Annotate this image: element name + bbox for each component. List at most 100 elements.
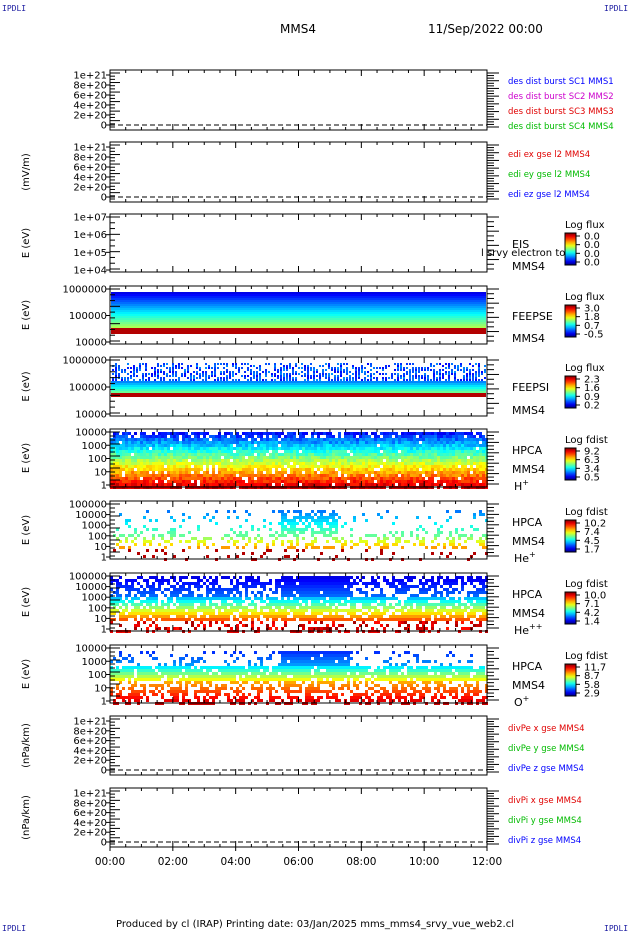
y-tick-label: 100 (88, 603, 107, 614)
spacecraft-label: MMS4 (512, 332, 545, 345)
right-tick-marks (487, 503, 499, 557)
legend-entry: divPi y gse MMS4 (508, 816, 582, 826)
colorbar-tick-label: 1.7 (584, 545, 600, 556)
y-tick-label: 10000 (75, 428, 107, 439)
colorbar-tick-label: 6.3 (584, 455, 600, 466)
colorbar-tick-label: 0.0 (584, 232, 600, 243)
spacecraft-label: MMS4 (512, 535, 545, 548)
legend-entry: des dist burst SC3 MMS3 (508, 107, 614, 117)
y-tick-label: 100000 (69, 500, 107, 511)
y-tick-label: 1000000 (62, 356, 107, 367)
colorbar-tick-label: 5.8 (584, 680, 600, 691)
spectrogram-hpca (113, 510, 488, 561)
colorbar-title: Log fdist (565, 579, 608, 590)
y-tick-label: 100 (88, 670, 107, 681)
colorbar (564, 591, 577, 625)
right-tick-marks (487, 647, 499, 701)
colorbar-tick-label: 1.8 (584, 312, 600, 323)
corner-mark-top-right: IPDLI (604, 4, 629, 13)
colorbar-tick-label: 11.7 (584, 663, 606, 674)
corner-mark-top-left: IPDLI (2, 4, 27, 13)
y-tick-label: 8e+20 (73, 81, 107, 92)
spectrogram-hpca (110, 432, 488, 489)
legend-entry: divPe x gse MMS4 (508, 724, 585, 734)
spacecraft-label: MMS4 (512, 607, 545, 620)
y-tick-label: 1e+21 (73, 143, 107, 154)
species-label: He+ (514, 550, 536, 565)
y-tick-label: 0 (101, 838, 107, 849)
right-tick-marks (487, 72, 499, 128)
y-tick-label: 10 (94, 614, 107, 625)
corner-mark-bottom-right: IPDLI (604, 924, 629, 933)
y-tick-label: 6e+20 (73, 91, 107, 102)
x-minor-ticks (125, 788, 472, 847)
y-tick-label: 1e+05 (73, 248, 107, 259)
colorbar-title: Log fdist (565, 435, 608, 446)
panel-frame (109, 69, 488, 131)
x-tick-label: 08:00 (346, 856, 376, 868)
legend-entry: divPe y gse MMS4 (508, 744, 585, 754)
y-tick-label: 2e+20 (73, 756, 107, 767)
instrument-label: HPCA (512, 516, 543, 529)
colorbar-tick-label: 0.7 (584, 321, 600, 332)
y-tick-label: 8e+20 (73, 798, 107, 809)
x-minor-ticks (125, 357, 472, 416)
instrument-label: FEEPSE (512, 310, 553, 323)
x-minor-ticks (125, 214, 472, 272)
y-tick-label: 1 (101, 697, 107, 708)
colorbar-tick-label: 7.1 (584, 599, 600, 610)
panel-frame (109, 715, 488, 776)
colorbar (564, 519, 577, 553)
y-tick-label: 1 (101, 553, 107, 564)
colorbar-tick-label: 8.7 (584, 671, 600, 682)
spacecraft-label: MMS4 (512, 463, 545, 476)
x-minor-ticks (125, 716, 472, 775)
y-tick-label: 10 (94, 683, 107, 694)
colorbar-tick-label: 9.2 (584, 447, 600, 458)
x-tick-label: 12:00 (472, 856, 502, 868)
x-minor-ticks (125, 645, 472, 703)
corner-mark-bottom-left: IPDLI (2, 924, 27, 933)
colorbar-tick-label: 1.4 (584, 617, 600, 628)
colorbar-tick-label: 4.5 (584, 536, 600, 547)
colorbar-tick-label: 3.4 (584, 464, 600, 475)
x-minor-ticks (125, 286, 472, 344)
y-tick-label: 0 (101, 121, 107, 132)
left-tick-marks (110, 503, 120, 557)
y-tick-label: 6e+20 (73, 163, 107, 174)
footer-credit: Produced by cl (IRAP) Printing date: 03/… (115, 919, 515, 930)
spectrogram-feepsi (111, 363, 486, 397)
spectrogram-hpca (110, 576, 488, 633)
y-tick-label: 1e+06 (73, 230, 107, 241)
left-tick-marks (110, 359, 120, 414)
y-axis-label: (mV/m) (21, 153, 32, 191)
y-tick-label: 1000 (82, 441, 107, 452)
colorbar-title: Log flux (565, 220, 605, 231)
y-tick-label: 2e+20 (73, 828, 107, 839)
colorbar-tick-label: -0.5 (584, 330, 604, 341)
colorbar (564, 447, 577, 481)
right-tick-marks (487, 216, 499, 270)
x-tick-label: 00:00 (95, 856, 125, 868)
left-tick-marks (110, 72, 120, 128)
colorbar-tick-label: 0.5 (584, 473, 600, 484)
y-tick-label: 1e+04 (73, 266, 107, 277)
colorbar-title: Log flux (565, 292, 605, 303)
colorbar-tick-label: 2.3 (584, 375, 600, 386)
y-axis-label: E (eV) (21, 443, 32, 473)
y-axis-label: (nPa/km) (21, 723, 32, 768)
right-tick-marks (487, 431, 499, 485)
y-tick-label: 1000 (82, 593, 107, 604)
y-axis-label: E (eV) (21, 515, 32, 545)
colorbar-title: Log fdist (565, 651, 608, 662)
species-label: O+ (514, 694, 529, 709)
y-tick-label: 4e+20 (73, 173, 107, 184)
y-tick-label: 1000 (82, 657, 107, 668)
instrument-label: HPCA (512, 588, 543, 601)
y-tick-label: 4e+20 (73, 101, 107, 112)
colorbar-tick-label: 10.0 (584, 591, 606, 602)
colorbar-tick-label: 4.2 (584, 608, 600, 619)
y-tick-label: 100000 (69, 383, 107, 394)
colorbar-tick-label: 10.2 (584, 519, 606, 530)
